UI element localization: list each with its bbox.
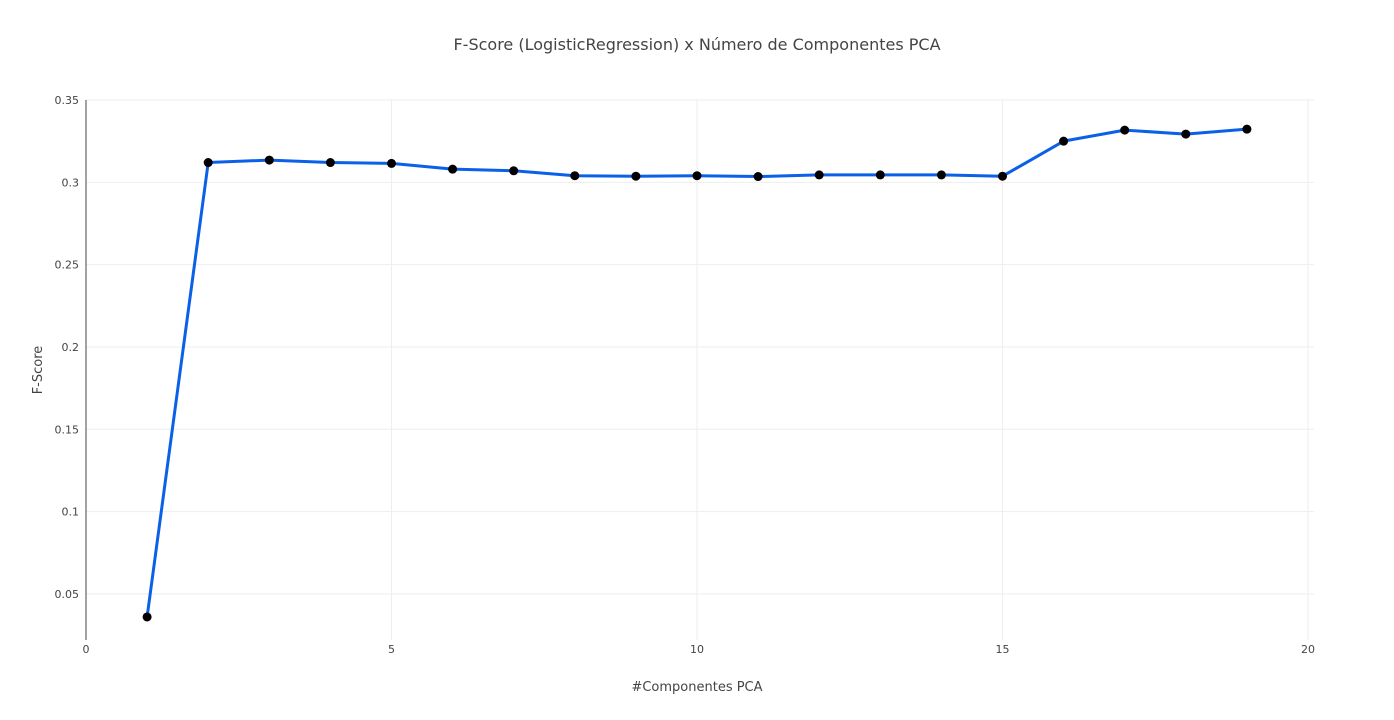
x-tick-label: 0	[83, 643, 90, 656]
y-tick-label: 0.35	[55, 94, 80, 107]
x-tick-label: 5	[388, 643, 395, 656]
y-tick-label: 0.25	[55, 259, 80, 272]
data-point[interactable]	[570, 171, 580, 181]
y-axis-title: F-Score	[31, 346, 46, 395]
data-point[interactable]	[631, 171, 641, 181]
data-point[interactable]	[1120, 125, 1130, 135]
data-point[interactable]	[387, 158, 396, 168]
y-tick-label: 0.2	[62, 341, 80, 354]
x-tick-label: 15	[996, 643, 1010, 656]
data-point[interactable]	[692, 171, 702, 181]
y-tick-label: 0.15	[55, 423, 80, 436]
data-point[interactable]	[203, 158, 213, 168]
data-point[interactable]	[142, 612, 152, 622]
y-axis-ticks: 0.05 0.1 0.15 0.2 0.25 0.3 0.35	[55, 94, 80, 601]
data-point[interactable]	[1059, 136, 1069, 146]
data-point[interactable]	[814, 170, 824, 180]
grid	[86, 99, 1314, 640]
data-point[interactable]	[448, 164, 458, 174]
y-tick-label: 0.3	[62, 176, 80, 189]
data-point[interactable]	[325, 158, 335, 168]
x-axis-title: #Componentes PCA	[631, 680, 762, 695]
data-point[interactable]	[1181, 129, 1191, 139]
chart-title: F-Score (LogisticRegression) x Número de…	[453, 35, 940, 54]
x-axis-ticks: 0 5 10 15 20	[83, 643, 1316, 656]
data-point[interactable]	[1242, 124, 1252, 134]
data-point[interactable]	[509, 166, 519, 176]
x-tick-label: 20	[1301, 643, 1315, 656]
data-point[interactable]	[264, 155, 274, 165]
x-tick-label: 10	[690, 643, 704, 656]
y-tick-label: 0.1	[62, 506, 80, 519]
data-point[interactable]	[998, 171, 1007, 181]
data-point[interactable]	[936, 170, 946, 180]
data-point[interactable]	[875, 170, 885, 180]
data-points	[142, 124, 1252, 622]
y-tick-label: 0.05	[55, 588, 80, 601]
data-point[interactable]	[753, 172, 763, 182]
